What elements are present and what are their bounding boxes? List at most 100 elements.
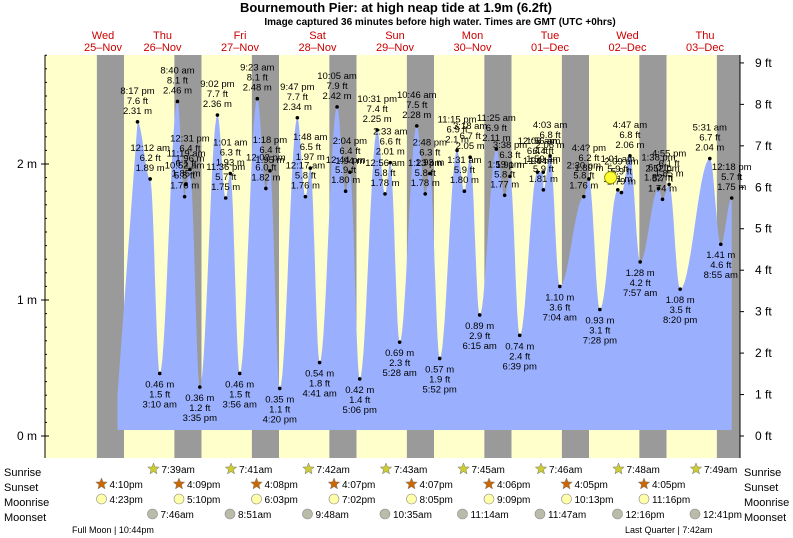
tide-extreme-label: 6.0 ft bbox=[255, 162, 276, 173]
tide-extreme-label: 6.3 ft bbox=[220, 148, 241, 159]
tide-extreme-label: 0.74 m bbox=[505, 341, 534, 352]
tide-extreme-point bbox=[535, 170, 540, 174]
moonset-time: 12:41pm bbox=[703, 510, 742, 521]
tide-extreme-point bbox=[423, 192, 428, 196]
tide-extreme-label: 8:55 am bbox=[704, 270, 738, 281]
tide-extreme-point bbox=[548, 154, 552, 158]
tide-extreme-label: 1:48 am bbox=[293, 132, 327, 143]
sunrise-label-left: Sunrise bbox=[4, 467, 41, 479]
day-name: Thu bbox=[696, 30, 715, 42]
tide-extreme-point bbox=[708, 156, 712, 161]
tide-extreme-point bbox=[477, 313, 482, 317]
tide-extreme-label: 6.3 ft bbox=[499, 150, 520, 161]
chart-title: Bournemouth Pier: at high neap tide at 1… bbox=[240, 0, 552, 15]
tide-extreme-point bbox=[135, 120, 140, 124]
tide-extreme-label: 5.9 ft bbox=[611, 167, 632, 178]
sunset-time: 4:05pm bbox=[575, 480, 608, 491]
tide-extreme-label: 0.42 m bbox=[345, 385, 374, 396]
tide-extreme-label: 1.5 ft bbox=[229, 389, 250, 400]
moonrise-moon-icon bbox=[561, 493, 572, 505]
tide-extreme-label: 1.81 m bbox=[529, 174, 558, 185]
tide-extreme-label: 5.9 ft bbox=[533, 164, 554, 175]
tide-extreme-label: 6.1 ft bbox=[175, 158, 196, 169]
tide-extreme-label: 1:38 pm bbox=[641, 152, 675, 163]
moonset-moon-icon bbox=[147, 508, 158, 520]
sunset-star-icon bbox=[560, 477, 573, 490]
tide-extreme-label: 1.94 m bbox=[529, 156, 558, 167]
tide-extreme-point bbox=[598, 307, 602, 312]
tide-extreme-label: 5.9 ft bbox=[335, 165, 356, 176]
tide-extreme-label: 7:28 pm bbox=[583, 336, 617, 347]
tide-extreme-label: 2.42 m bbox=[323, 91, 352, 102]
tide-extreme-label: 1.75 m bbox=[717, 182, 746, 193]
tide-extreme-label: 6.4 ft bbox=[179, 143, 200, 154]
tide-extreme-label: 1.93 m bbox=[216, 158, 245, 169]
tide-extreme-label: 6.9 ft bbox=[486, 123, 507, 134]
tide-extreme-label: 1:01 am bbox=[601, 154, 635, 165]
tide-extreme-label: 4:03 am bbox=[533, 120, 567, 131]
tide-extreme-label: 11:36 pm bbox=[206, 162, 245, 173]
right-tick-label: 9 ft bbox=[755, 56, 772, 70]
tide-extreme-label: 3.5 ft bbox=[670, 305, 691, 316]
tide-extreme-label: 2.1 m bbox=[445, 134, 469, 145]
moonrise-moon-icon bbox=[173, 493, 185, 505]
tide-extreme-label: 1.5 ft bbox=[149, 389, 170, 400]
tide-extreme-label: 1.76 m bbox=[291, 181, 320, 192]
tide-extreme-label: 2.28 m bbox=[402, 110, 431, 121]
full-moon-note: Full Moon | 10:44pm bbox=[72, 525, 154, 535]
tide-extreme-label: 4:20 pm bbox=[263, 414, 297, 425]
tide-extreme-label: 4:47 am bbox=[613, 120, 647, 131]
tide-extreme-point bbox=[638, 260, 642, 264]
moonrise-moon-icon bbox=[251, 493, 262, 505]
tide-extreme-label: 6.2 ft bbox=[140, 153, 161, 164]
tide-extreme-label: 7.7 ft bbox=[207, 89, 228, 100]
tide-extreme-label: 6.1 ft bbox=[659, 158, 680, 169]
tide-extreme-label: 2:52 pm bbox=[645, 163, 679, 174]
sunrise-star-icon bbox=[147, 462, 160, 475]
moonset-time: 10:35am bbox=[393, 510, 432, 521]
tide-extreme-label: 12:56 am bbox=[365, 158, 405, 169]
day-name: Mon bbox=[462, 30, 483, 42]
moonset-moon-icon bbox=[534, 508, 546, 520]
tide-extreme-label: 3:38 pm bbox=[493, 140, 527, 151]
tide-extreme-point bbox=[397, 340, 402, 344]
moonrise-time: 6:03pm bbox=[265, 495, 298, 506]
tide-extreme-label: 5.9 ft bbox=[454, 165, 475, 176]
tide-water-area bbox=[117, 98, 732, 430]
tide-extreme-label: 12:08 am bbox=[518, 136, 558, 147]
tide-extreme-point bbox=[277, 386, 282, 391]
tide-extreme-label: 1.96 m bbox=[175, 153, 204, 164]
day-name: Tue bbox=[541, 30, 560, 42]
tide-extreme-label: 5.8 ft bbox=[295, 171, 316, 182]
moonset-moon-icon bbox=[457, 508, 468, 520]
moonrise-time: 7:02pm bbox=[342, 495, 375, 506]
tide-extreme-label: 1:01 am bbox=[213, 138, 247, 149]
tide-extreme-label: 6.4 ft bbox=[259, 145, 280, 156]
moonset-time: 8:51am bbox=[238, 510, 271, 521]
tide-extreme-label: 6.6 ft bbox=[380, 137, 401, 148]
tide-extreme-label: 1:18 pm bbox=[253, 135, 287, 146]
tide-extreme-label: 0.46 m bbox=[225, 379, 254, 390]
day-date: 03–Dec bbox=[686, 42, 724, 54]
sunrise-time: 7:43am bbox=[394, 465, 427, 476]
day-name: Thu bbox=[153, 30, 172, 42]
tide-extreme-point bbox=[223, 196, 228, 200]
tide-extreme-point bbox=[375, 128, 380, 132]
tide-extreme-label: 2.06 m bbox=[615, 140, 644, 151]
tide-extreme-point bbox=[228, 171, 233, 176]
sunrise-star-icon bbox=[302, 462, 315, 475]
sunrise-star-icon bbox=[612, 462, 625, 475]
moonrise-time: 4:23pm bbox=[110, 495, 143, 506]
tide-extreme-label: 1.85 m bbox=[655, 168, 684, 179]
tide-extreme-label: 3:18 am bbox=[453, 121, 487, 132]
right-tick-label: 7 ft bbox=[755, 139, 772, 153]
moonset-time: 7:46am bbox=[161, 510, 194, 521]
tide-extreme-label: 6:15 am bbox=[463, 341, 497, 352]
tide-extreme-label: 1.95 m bbox=[255, 155, 284, 166]
moonset-label-right: Moonset bbox=[744, 512, 786, 524]
tide-extreme-label: 6.9 ft bbox=[447, 124, 468, 135]
tide-extreme-point bbox=[317, 360, 322, 365]
tide-extreme-label: 10:52 am bbox=[165, 161, 205, 172]
tide-extreme-label: 1.93 m bbox=[415, 158, 444, 169]
tide-extreme-label: 5.7 ft bbox=[652, 173, 673, 184]
